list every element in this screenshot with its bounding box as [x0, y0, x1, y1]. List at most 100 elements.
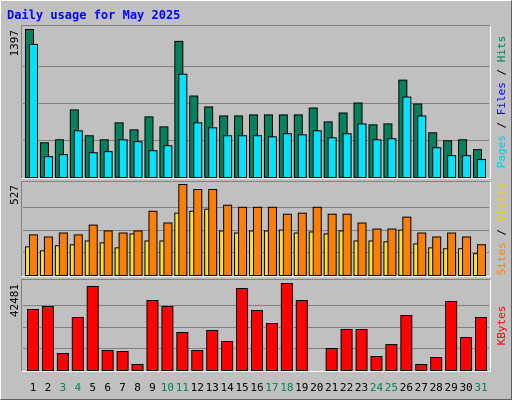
x-tick-label: 22	[340, 381, 353, 394]
legend: Pages / Files / Hits	[495, 36, 508, 169]
bar	[163, 222, 173, 276]
bar	[297, 134, 307, 178]
bar	[238, 206, 248, 276]
panel-bevel-dark	[21, 279, 491, 372]
x-tick-label: 14	[221, 381, 235, 394]
bar	[295, 299, 308, 371]
y-tick-label: 527	[8, 185, 21, 205]
x-tick-label: 17	[265, 381, 278, 394]
bar	[41, 305, 54, 371]
panel-bevel-light	[21, 181, 491, 277]
bar	[193, 189, 203, 276]
bar	[163, 145, 173, 178]
bar	[267, 206, 277, 276]
bar	[417, 115, 427, 178]
legend-separator: /	[495, 62, 508, 82]
bar	[462, 236, 472, 277]
bar	[387, 138, 397, 178]
bar	[251, 309, 263, 371]
bar	[253, 206, 262, 276]
bar	[325, 347, 338, 371]
x-tick-label: 10	[161, 381, 174, 394]
legend-entry: Sites	[495, 242, 508, 275]
bar	[208, 189, 218, 276]
bar	[71, 316, 84, 371]
x-tick-label: 2	[45, 381, 52, 394]
x-tick-label: 25	[385, 381, 398, 394]
bar	[88, 152, 98, 178]
x-tick-label: 20	[310, 381, 323, 394]
bar	[282, 213, 292, 277]
x-tick-label: 16	[250, 381, 263, 394]
bar	[29, 234, 38, 276]
bar	[265, 322, 278, 372]
bar	[238, 135, 248, 178]
bar	[118, 139, 128, 178]
bar	[118, 232, 128, 276]
x-tick-label: 18	[280, 381, 293, 394]
bar	[342, 133, 352, 179]
legend-entry: Pages	[495, 135, 508, 168]
x-tick-label: 21	[325, 381, 338, 394]
x-tick-label: 30	[459, 381, 472, 394]
x-tick-label: 7	[119, 381, 126, 394]
bar	[223, 135, 233, 178]
bar	[148, 150, 158, 179]
bar	[372, 228, 382, 276]
legend-entry: KBytes	[495, 306, 508, 346]
y-tick-label: 1397	[8, 30, 21, 57]
bar	[193, 122, 203, 178]
bar	[133, 230, 143, 277]
bar	[462, 155, 472, 178]
x-tick-label: 5	[89, 381, 96, 394]
x-tick-label: 13	[206, 381, 219, 394]
bar	[131, 363, 144, 371]
x-tick-label: 27	[415, 381, 428, 394]
legend: KBytes	[495, 306, 508, 346]
bar	[370, 356, 383, 372]
x-tick-label: 15	[235, 381, 248, 394]
bar	[475, 316, 487, 371]
bar	[58, 154, 68, 179]
bar	[357, 123, 367, 178]
panel-bevel-light	[21, 279, 491, 372]
bar	[355, 328, 368, 371]
bar	[385, 343, 398, 372]
bar	[312, 206, 322, 276]
bar	[357, 222, 367, 276]
chart-title: Daily usage for May 2025	[7, 8, 180, 22]
bar	[116, 350, 129, 372]
bar	[445, 300, 458, 371]
bar	[103, 151, 113, 179]
bar	[447, 232, 457, 276]
bar	[417, 232, 427, 276]
bar	[340, 328, 353, 371]
bar	[161, 305, 174, 371]
bar	[327, 213, 337, 277]
legend-entry: Visits	[495, 183, 508, 223]
x-tick-label: 12	[191, 381, 204, 394]
y-tick-label: 42481	[8, 284, 21, 317]
x-tick-label: 28	[430, 381, 443, 394]
x-tick-label: 11	[176, 381, 189, 394]
legend-separator: /	[495, 222, 508, 242]
bar	[191, 349, 204, 371]
legend-entry: Hits	[495, 36, 508, 63]
bar	[206, 329, 219, 371]
bar	[223, 204, 233, 277]
bar	[327, 137, 337, 179]
bar	[372, 139, 382, 178]
x-tick-label: 4	[74, 381, 81, 394]
bar	[178, 73, 188, 178]
bar	[58, 232, 68, 276]
x-tick-label: 23	[355, 381, 368, 394]
bar	[208, 127, 218, 178]
bar	[101, 349, 114, 371]
x-tick-label: 29	[445, 381, 458, 394]
bar	[88, 224, 98, 277]
bar	[415, 363, 428, 371]
bar	[282, 133, 292, 179]
panel-bevel-dark	[21, 25, 491, 179]
bar	[176, 331, 189, 371]
